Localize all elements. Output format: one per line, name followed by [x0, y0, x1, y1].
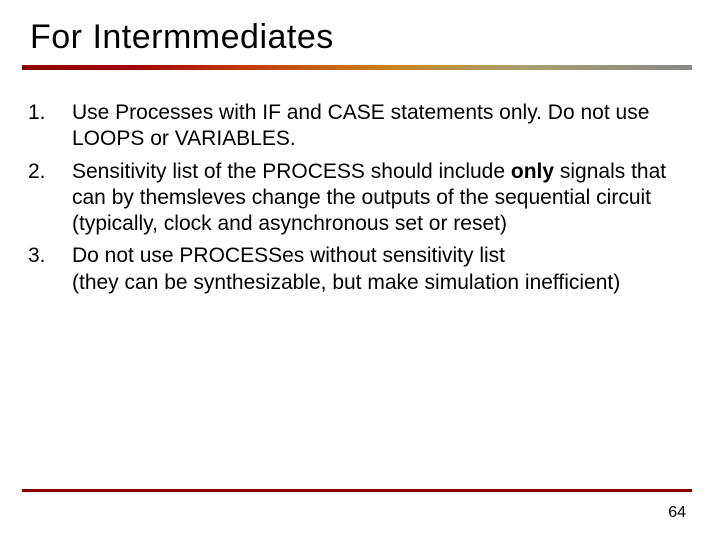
page-number: 64: [668, 504, 686, 522]
list-item-text: Do not use PROCESSes without sensitivity…: [72, 243, 680, 296]
bold-text: only: [511, 160, 554, 183]
list-item-text: Sensitivity list of the PROCESS should i…: [72, 159, 680, 238]
title-block: For Intermmediates: [0, 0, 720, 57]
slide: For Intermmediates 1. Use Processes with…: [0, 0, 720, 540]
content-area: 1. Use Processes with IF and CASE statem…: [0, 70, 720, 296]
slide-title: For Intermmediates: [30, 18, 720, 57]
list-number: 3.: [28, 243, 72, 296]
list-number: 1.: [28, 100, 72, 153]
footer-rule: [22, 489, 692, 492]
text-fragment: Sensitivity list of the PROCESS should i…: [72, 160, 511, 183]
list-item-text: Use Processes with IF and CASE statement…: [72, 100, 680, 153]
numbered-list: 1. Use Processes with IF and CASE statem…: [28, 100, 680, 296]
list-number: 2.: [28, 159, 72, 238]
